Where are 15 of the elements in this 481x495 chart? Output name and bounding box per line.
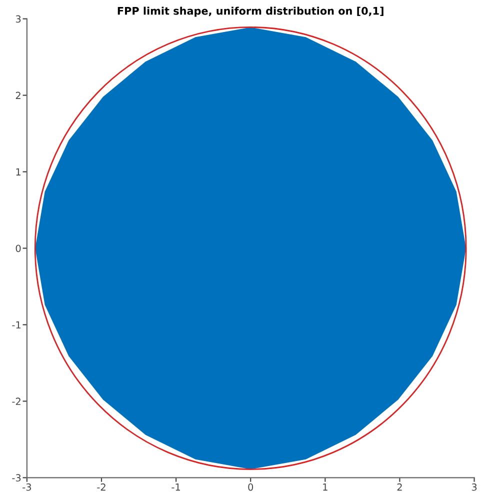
y-tick-label: -1 xyxy=(12,321,20,328)
x-tick-label: 3 xyxy=(472,483,477,491)
y-tick-label: -2 xyxy=(12,398,20,405)
x-tick-label: -2 xyxy=(97,483,106,491)
x-tick-label: 0 xyxy=(248,483,254,491)
x-tick-label: 2 xyxy=(397,483,402,491)
y-tick-label: 2 xyxy=(16,92,20,99)
y-tick-label: 0 xyxy=(16,244,21,252)
x-tick-label: -3 xyxy=(22,483,32,491)
x-tick-label: -1 xyxy=(172,484,180,491)
x-tick-label: 1 xyxy=(323,484,328,491)
chart-title: FPP limit shape, uniform distribution on [0,1] xyxy=(118,6,384,17)
y-tick-label: 3 xyxy=(16,15,21,23)
y-tick-label: 1 xyxy=(16,168,20,176)
y-tick-label: -3 xyxy=(12,474,21,482)
